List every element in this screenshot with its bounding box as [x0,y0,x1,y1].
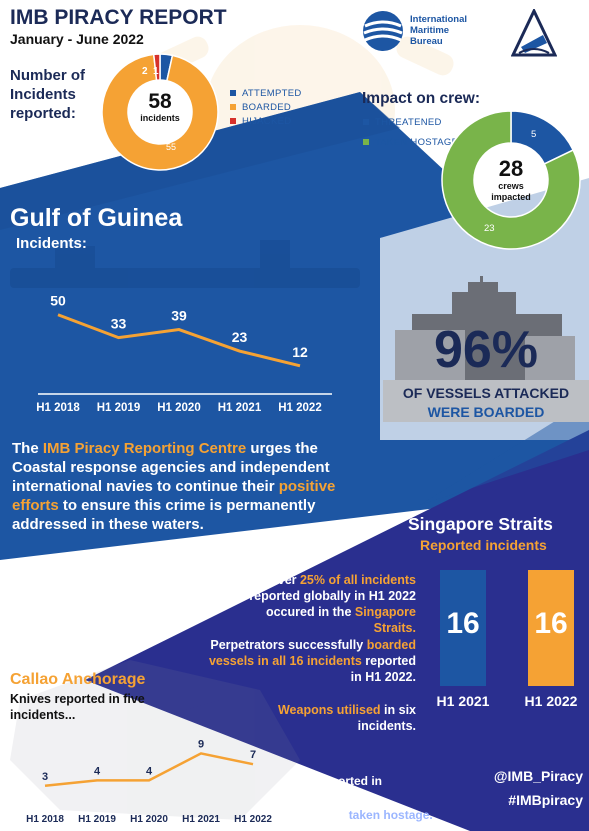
singapore-value-2021: 16 [446,607,480,640]
singapore-text-3: Weapons utilised in six incidents. [277,703,416,733]
x-tick-label: H1 2020 [130,814,168,825]
gulf-title: Gulf of Guinea [10,204,183,232]
stat-box [383,380,589,422]
report-title: IMB PIRACY REPORT [10,6,227,29]
legend-taken-hostage: TAKEN HOSTAGE [363,137,458,148]
donut-segment-boarded [101,53,219,171]
singapore-label-2022: H1 2022 [524,693,578,709]
incidents-total-caption: incidents [140,113,180,123]
incidents-donut-chart [101,53,219,171]
data-label: 4 [146,765,153,777]
x-tick-label: H1 2021 [218,402,262,414]
gulf-region-band [0,92,589,560]
stat-value: 96% [433,321,539,379]
gulf-paragraph: The IMB Piracy Reporting Centre urges th… [12,440,336,533]
map-watermark [10,660,300,820]
data-label: 23 [232,329,248,345]
report-subtitle: January - June 2022 [10,31,144,47]
donut1-label-boarded: 55 [166,142,177,152]
gulf-line-chart: 50 H1 2018 33 H1 2019 39 H1 2020 23 H1 2021 12 H1… [36,293,332,414]
callao-line-chart: 3 H1 2018 4 H1 2019 4 H1 2020 9 H1 2021 7 H1 2022 [26,738,272,825]
hashtag[interactable]: #IMBpiracy [508,792,583,808]
singapore-region-band [85,430,589,831]
x-tick-label: H1 2021 [182,814,220,825]
data-label: 33 [111,316,127,332]
series-line [44,752,254,788]
x-tick-label: H1 2022 [234,814,272,825]
data-label: 50 [50,293,66,309]
singapore-label-2021: H1 2021 [436,693,490,709]
singapore-text-1: Over 25% of all incidents reported globa… [249,573,416,635]
legend-threatened: THREATENED [363,117,442,128]
x-tick-label: H1 2018 [26,814,64,825]
x-tick-label: H1 2020 [157,402,200,414]
ship-watermark [10,240,360,288]
singapore-subtitle: Reported incidents [420,537,547,553]
x-tick-label: H1 2019 [78,814,116,825]
callao-note: Knives reported in five incidents... [10,692,145,722]
singapore-text-2: Perpetrators successfully boarded vessel… [208,638,416,684]
callao-title: Callao Anchorage [10,671,146,688]
incidents-label: Number of Incidents reported: [10,67,85,122]
incidents-total: 58 [148,90,172,113]
data-label: 7 [250,749,256,761]
crew-total-caption: crews impacted [491,181,531,202]
stat-line1: OF VESSELS ATTACKED [402,385,570,401]
crew-total: 28 [498,156,524,181]
x-tick-label: H1 2018 [36,402,80,414]
donut-segment-taken-hostage [441,110,581,250]
donut1-label-hijacked: 1 [153,66,159,77]
callao-note2-line3: Four crew taken hostage. [288,808,433,822]
singapore-bar-2022 [528,570,574,686]
donut2-label-hostage: 23 [484,223,495,234]
legend-boarded: BOARDED [230,102,291,113]
data-label: 9 [198,738,204,750]
callao-note2-line2: one incident. [298,791,373,805]
data-label: 4 [94,765,101,777]
legend-hijacked: HIJACKED [230,116,291,127]
piracy-triangle-logo [511,9,557,57]
donut2-label-threatened: 5 [531,129,537,140]
callao-note2-line1: ...Gun reported in [282,774,383,788]
legend-attempted: ATTEMPTED [230,88,302,99]
donut1-label-attempted: 2 [142,66,148,77]
singapore-title: Singapore Straits [408,514,553,534]
gulf-subtitle: Incidents: [16,235,87,252]
x-tick-label: H1 2019 [97,402,140,414]
data-label: 3 [42,771,48,783]
singapore-bar-2021 [440,570,486,686]
twitter-handle[interactable]: @IMB_Piracy [493,768,583,784]
imb-globe-logo [363,11,403,51]
series-line [57,313,301,368]
data-label: 12 [292,344,308,360]
donut-segment-hijacked [152,53,161,82]
imb-logo-text: International Maritime Bureau [410,14,468,47]
data-label: 39 [171,308,187,324]
singapore-value-2022: 16 [534,607,568,640]
crew-impact-title: Impact on crew: [362,90,480,107]
stat-line2: WERE BOARDED [427,404,545,420]
x-tick-label: H1 2022 [278,402,321,414]
crew-donut-chart [441,110,581,250]
